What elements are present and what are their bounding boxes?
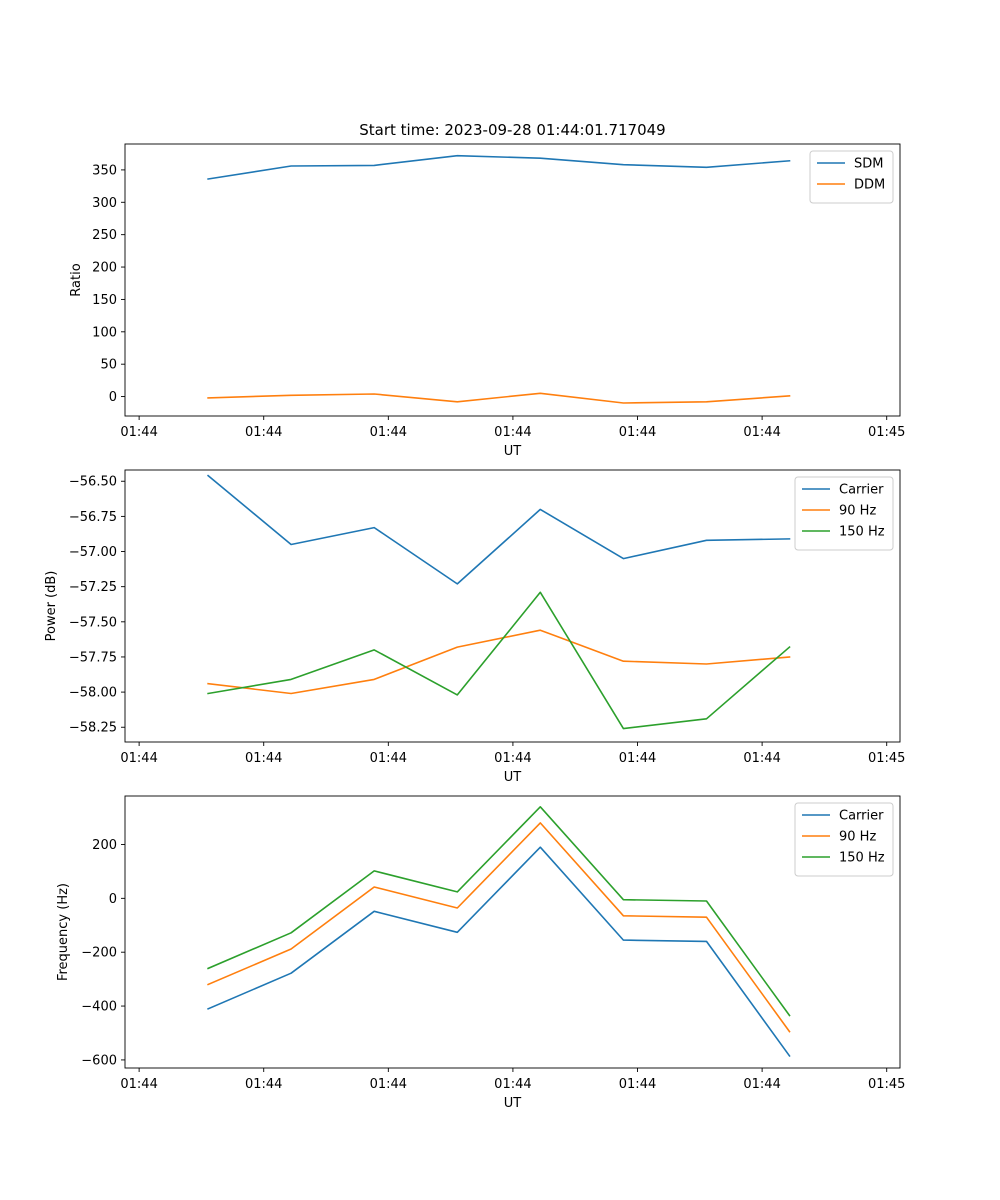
series-line-ddm bbox=[207, 392, 791, 404]
legend-label: SDM bbox=[854, 157, 883, 172]
series-line-carrier bbox=[206, 474, 791, 585]
subplot-1: Start time: 2023-09-28 01:44:01.71704901… bbox=[69, 121, 905, 459]
x-tick-label: 01:44 bbox=[619, 1077, 656, 1092]
y-tick-label: −200 bbox=[81, 946, 117, 961]
x-tick-label: 01:44 bbox=[245, 751, 282, 766]
x-tick-label: 01:44 bbox=[619, 751, 656, 766]
x-tick-label: 01:44 bbox=[120, 751, 157, 766]
legend-label: 90 Hz bbox=[839, 830, 876, 845]
y-tick-label: −57.25 bbox=[69, 580, 117, 595]
x-tick-label: 01:44 bbox=[245, 1077, 282, 1092]
y-tick-label: 200 bbox=[92, 261, 117, 276]
legend-label: Carrier bbox=[839, 809, 884, 824]
y-tick-label: −56.50 bbox=[69, 475, 117, 490]
y-axis-label: Power (dB) bbox=[44, 571, 59, 642]
y-tick-label: −56.75 bbox=[69, 510, 117, 525]
x-axis-label: UT bbox=[504, 770, 522, 785]
y-tick-label: 300 bbox=[92, 196, 117, 211]
subplot-2: 01:44 01:44 01:44 01:44 01:44 01:44 01:45 −58.2… bbox=[44, 469, 905, 785]
y-tick-label: 200 bbox=[92, 838, 117, 853]
series-line-90-hz bbox=[207, 822, 791, 1033]
series-line-150-hz bbox=[207, 591, 791, 730]
y-tick-label: 150 bbox=[92, 293, 117, 308]
x-tick-label: 01:44 bbox=[245, 425, 282, 440]
legend-label: 150 Hz bbox=[839, 851, 885, 866]
x-tick-label: 01:44 bbox=[494, 751, 531, 766]
y-tick-label: 0 bbox=[109, 390, 117, 405]
legend-box bbox=[809, 150, 894, 204]
y-axis-label: Frequency (Hz) bbox=[56, 883, 71, 981]
x-tick-label: 01:44 bbox=[120, 1077, 157, 1092]
series-line-carrier bbox=[207, 846, 791, 1058]
x-tick-label: 01:44 bbox=[619, 425, 656, 440]
x-tick-label: 01:44 bbox=[494, 425, 531, 440]
series-line-150-hz bbox=[207, 805, 791, 1017]
x-tick-label: 01:45 bbox=[868, 425, 905, 440]
legend: SDM DDM bbox=[809, 150, 894, 204]
series-line-sdm bbox=[207, 154, 791, 180]
x-tick-label: 01:44 bbox=[494, 1077, 531, 1092]
chart-title: Start time: 2023-09-28 01:44:01.717049 bbox=[359, 121, 665, 139]
x-tick-label: 01:45 bbox=[868, 751, 905, 766]
x-tick-label: 01:44 bbox=[370, 751, 407, 766]
series-line-90-hz bbox=[207, 629, 791, 695]
y-tick-label: −57.50 bbox=[69, 615, 117, 630]
axes-frame bbox=[124, 795, 901, 1069]
y-tick-label: 250 bbox=[92, 228, 117, 243]
y-tick-label: −58.25 bbox=[69, 721, 117, 736]
x-tick-label: 01:44 bbox=[370, 1077, 407, 1092]
x-tick-label: 01:44 bbox=[370, 425, 407, 440]
x-axis-label: UT bbox=[504, 444, 522, 459]
axes-frame bbox=[124, 469, 901, 743]
legend-label: DDM bbox=[854, 178, 885, 193]
x-tick-label: 01:44 bbox=[120, 425, 157, 440]
y-tick-label: −58.00 bbox=[69, 686, 117, 701]
x-tick-label: 01:44 bbox=[743, 425, 780, 440]
y-tick-label: 350 bbox=[92, 163, 117, 178]
axes-frame bbox=[124, 143, 901, 417]
x-tick-label: 01:44 bbox=[743, 1077, 780, 1092]
y-tick-label: −600 bbox=[81, 1053, 117, 1068]
x-tick-label: 01:45 bbox=[868, 1077, 905, 1092]
legend: Carrier 90 Hz 150 Hz bbox=[794, 802, 894, 877]
y-tick-label: −57.75 bbox=[69, 650, 117, 665]
y-tick-label: 100 bbox=[92, 325, 117, 340]
y-tick-label: 0 bbox=[109, 892, 117, 907]
y-tick-label: −400 bbox=[81, 1000, 117, 1015]
x-axis-label: UT bbox=[504, 1096, 522, 1111]
y-tick-label: −57.00 bbox=[69, 545, 117, 560]
legend-label: 90 Hz bbox=[839, 504, 876, 519]
y-tick-label: 50 bbox=[100, 358, 117, 373]
x-tick-label: 01:44 bbox=[743, 751, 780, 766]
subplot-3: 01:44 01:44 01:44 01:44 01:44 01:44 01:45 −600 −… bbox=[56, 795, 905, 1111]
y-axis-label: Ratio bbox=[69, 263, 84, 296]
legend-label: 150 Hz bbox=[839, 525, 885, 540]
legend: Carrier 90 Hz 150 Hz bbox=[794, 476, 894, 551]
legend-label: Carrier bbox=[839, 483, 884, 498]
